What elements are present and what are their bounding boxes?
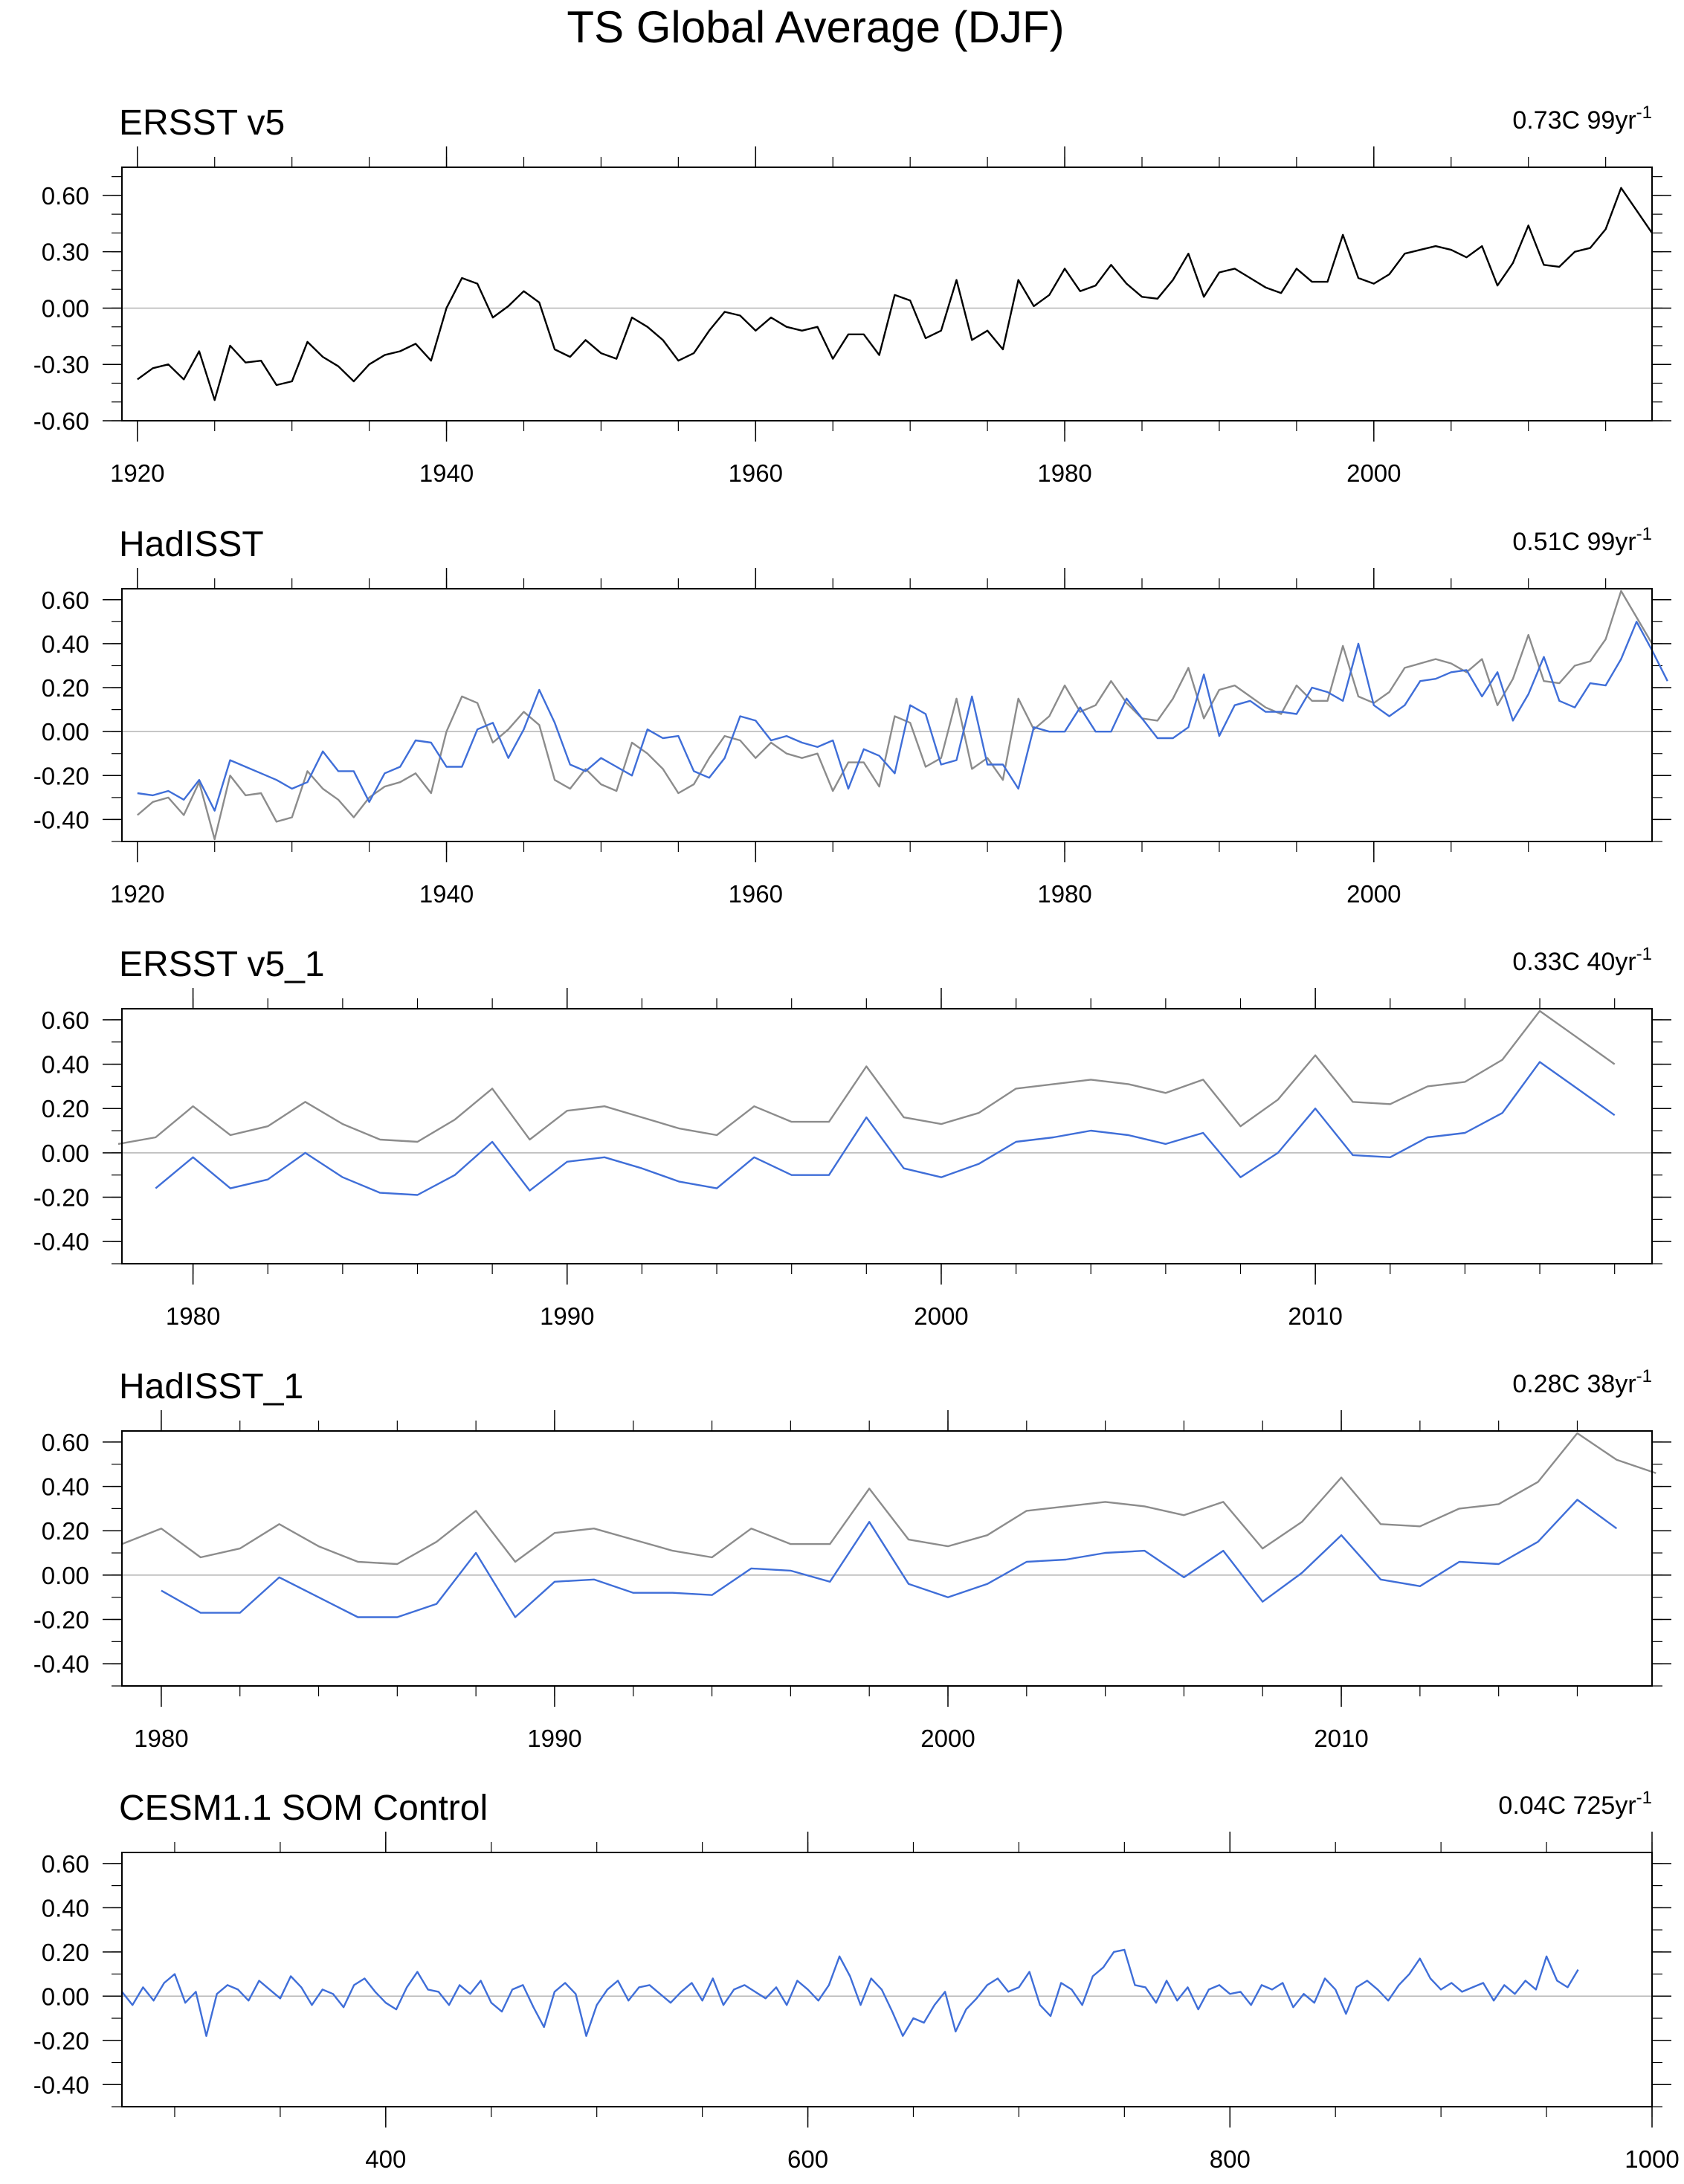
y-tick-label: 0.20 (42, 1095, 89, 1122)
x-tick-label: 2000 (920, 1725, 975, 1752)
y-tick-label: 0.40 (42, 1051, 89, 1079)
x-tick-label: 1990 (527, 1725, 581, 1752)
x-tick-label: 1980 (134, 1725, 188, 1752)
x-tick-label: 1000 (1625, 2145, 1679, 2173)
panel-title: ERSST v5 (119, 103, 285, 143)
trend-label: 0.51C 99yr-1 (1512, 524, 1652, 556)
y-tick-label: 0.40 (42, 630, 89, 658)
x-tick-label: 800 (1210, 2145, 1251, 2173)
series-line-1 (121, 1432, 1656, 1566)
trend-value: 0.33C 40yr (1512, 948, 1636, 976)
x-tick-label: 2010 (1314, 1725, 1368, 1752)
y-tick-label: 0.00 (42, 1983, 89, 2010)
x-tick-label: 2000 (1346, 459, 1401, 487)
trend-label: 0.33C 40yr-1 (1512, 944, 1652, 976)
trend-exponent: -1 (1636, 103, 1652, 123)
series-line-1 (137, 187, 1653, 401)
y-tick-label: 0.00 (42, 1562, 89, 1589)
figure-title: TS Global Average (DJF) (567, 2, 1064, 52)
x-tick-label: 1980 (1037, 880, 1091, 908)
x-tick-label: 1990 (540, 1302, 594, 1330)
y-tick-label: 0.60 (42, 1007, 89, 1034)
y-tick-label: 0.00 (42, 294, 89, 322)
series-line-2 (161, 1499, 1618, 1618)
y-tick-label: 0.30 (42, 239, 89, 266)
plot-frame (121, 1852, 1653, 2107)
panel-2: HadISST 0.51C 99yr-1 0.60 0.40 0.20 0.00 -0.20… (33, 524, 1671, 908)
x-tick-label: 2010 (1288, 1302, 1342, 1330)
y-tick-label: -0.20 (33, 1606, 89, 1634)
plot-frame (121, 1430, 1653, 1687)
plot-frame (121, 1008, 1653, 1264)
panel-title: ERSST v5_1 (119, 945, 325, 984)
x-tick-label: 1940 (419, 459, 474, 487)
series-line-2 (155, 1061, 1616, 1196)
trend-value: 0.04C 725yr (1498, 1792, 1636, 1820)
x-tick-label: 600 (787, 2145, 828, 2173)
x-tick-label: 2000 (914, 1302, 968, 1330)
x-tick-label: 400 (365, 2145, 406, 2173)
trend-value: 0.28C 38yr (1512, 1370, 1636, 1398)
panel-3: ERSST v5_1 0.33C 40yr-1 0.60 0.40 0.20 0.00 -0… (33, 944, 1671, 1330)
trend-exponent: -1 (1636, 524, 1652, 544)
x-tick-label: 1960 (729, 459, 783, 487)
series-line-2 (137, 621, 1668, 812)
trend-value: 0.73C 99yr (1512, 106, 1636, 135)
y-tick-label: 0.40 (42, 1473, 89, 1501)
y-tick-label: 0.00 (42, 718, 89, 746)
panel-title: CESM1.1 SOM Control (119, 1789, 488, 1828)
y-tick-label: 0.20 (42, 1517, 89, 1545)
y-tick-label: 0.20 (42, 1939, 89, 1966)
x-tick-label: 1920 (110, 880, 164, 908)
y-tick-label: 0.60 (42, 1429, 89, 1456)
y-tick-label: -0.40 (33, 1650, 89, 1678)
panels: ERSST v5 0.73C 99yr-10.600.300.00-0.30-0.… (33, 103, 1680, 2173)
trend-label: 0.73C 99yr-1 (1512, 103, 1652, 135)
y-tick-label: -0.30 (33, 351, 89, 378)
x-tick-label: 2000 (1346, 880, 1401, 908)
y-tick-label: -0.20 (33, 2027, 89, 2055)
y-tick-label: 0.60 (42, 587, 89, 614)
trend-label: 0.28C 38yr-1 (1512, 1366, 1652, 1398)
trend-value: 0.51C 99yr (1512, 528, 1636, 556)
plot-frame (121, 167, 1653, 421)
y-tick-label: 0.00 (42, 1140, 89, 1167)
plot-frame (121, 588, 1653, 842)
series-line-1 (117, 1009, 1616, 1146)
panel-4: HadISST_1 0.28C 38yr-1 0.60 0.40 0.20 0.00 -0.… (33, 1366, 1671, 1752)
y-tick-label: 0.40 (42, 1894, 89, 1922)
x-tick-label: 1960 (729, 880, 783, 908)
x-tick-label: 1920 (110, 459, 164, 487)
y-tick-label: 0.60 (42, 182, 89, 210)
y-tick-label: 0.60 (42, 1850, 89, 1878)
panel-5: CESM1.1 SOM Control 0.04C 725yr-1 0.60 0.40… (33, 1788, 1680, 2173)
panel-title: HadISST_1 (119, 1367, 303, 1406)
trend-exponent: -1 (1636, 944, 1652, 964)
trend-label: 0.04C 725yr-1 (1498, 1788, 1652, 1820)
y-tick-label: 0.20 (42, 674, 89, 702)
y-tick-label: -0.20 (33, 1184, 89, 1212)
y-tick-label: -0.20 (33, 762, 89, 789)
trend-exponent: -1 (1636, 1788, 1652, 1808)
trend-exponent: -1 (1636, 1366, 1652, 1386)
y-tick-label: -0.40 (33, 2071, 89, 2099)
x-tick-label: 1940 (419, 880, 474, 908)
y-tick-label: -0.60 (33, 407, 89, 435)
y-tick-label: -0.40 (33, 1228, 89, 1256)
series-line-1 (121, 1948, 1579, 2038)
x-tick-label: 1980 (1037, 459, 1091, 487)
panel-1: ERSST v5 0.73C 99yr-1 0.60 0.30 0.00 -0.30 -0.… (33, 103, 1671, 487)
panel-title: HadISST (119, 525, 264, 564)
y-tick-label: -0.40 (33, 806, 89, 833)
series-line-1 (137, 589, 1654, 841)
x-tick-label: 1980 (166, 1302, 220, 1330)
